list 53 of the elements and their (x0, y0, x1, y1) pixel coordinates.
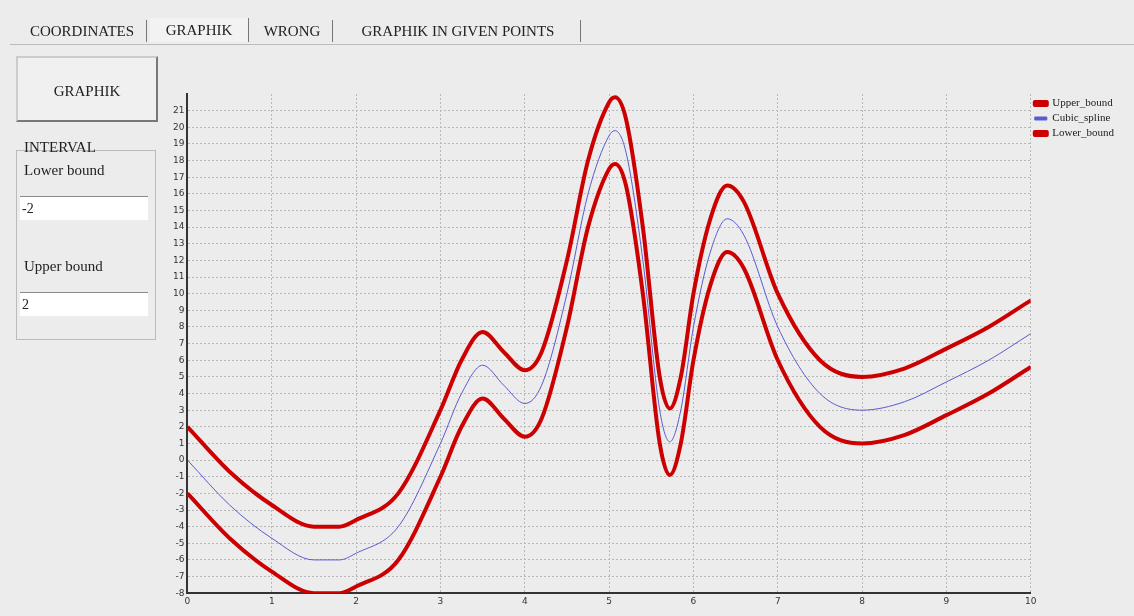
x-tick-label: 4 (521, 595, 528, 606)
legend-label: Cubic_spline (1052, 111, 1111, 124)
x-tick-label: 1 (268, 595, 275, 606)
y-tick-label: 5 (178, 371, 185, 382)
y-tick-label: 0 (178, 454, 185, 465)
y-tick-label: 20 (173, 121, 185, 132)
legend-label: Upper_bound (1052, 96, 1114, 109)
text: WRONG (263, 23, 321, 39)
y-tick-label: 17 (173, 171, 185, 182)
y-tick-label: 13 (173, 238, 185, 249)
y-tick-label: 4 (178, 387, 185, 398)
y-tick-label: 19 (173, 138, 185, 149)
y-tick-label: 11 (173, 271, 185, 282)
y-tick-label: 8 (178, 321, 185, 332)
y-tick-label: 9 (178, 304, 185, 315)
y-tick-label: 1 (178, 437, 185, 448)
y-tick-label: -2 (175, 487, 185, 498)
y-tick-label: 15 (173, 204, 185, 215)
button: GRAPHIK (16, 56, 158, 122)
y-tick-label: -5 (175, 537, 185, 548)
x-tick-label: 5 (606, 595, 612, 606)
text: Upper bound (24, 258, 103, 274)
x-tick-label: 8 (859, 595, 866, 606)
x-tick-label: 9 (943, 595, 950, 606)
y-tick-label: 7 (178, 337, 185, 348)
text: Lower bound (24, 162, 105, 178)
text-field: 2 (20, 292, 148, 316)
y-tick-label: 12 (173, 254, 185, 265)
legend-label: Lower_bound (1052, 126, 1115, 139)
text: INTERVAL (24, 139, 96, 155)
y-tick-label: -3 (175, 504, 185, 515)
y-tick-label: 21 (173, 104, 185, 115)
text: COORDINATES (29, 23, 135, 39)
y-tick-label: -6 (175, 554, 185, 565)
y-tick-label: 18 (173, 154, 185, 165)
text: GRAPHIK (165, 22, 233, 38)
y-tick-label: 6 (178, 354, 185, 365)
y-tick-label: -7 (175, 570, 185, 581)
text-field: -2 (20, 196, 148, 220)
text: GRAPHIK IN GIVEN POINTS (361, 23, 555, 39)
x-tick-label: 10 (1025, 595, 1037, 606)
y-tick-label: -4 (175, 520, 185, 531)
x-tick-label: 7 (774, 595, 781, 606)
x-tick-label: 3 (437, 595, 444, 606)
y-tick-label: 16 (173, 188, 185, 199)
y-tick-label: -1 (175, 471, 185, 482)
y-tick-label: 2 (178, 421, 185, 432)
y-tick-label: -8 (175, 587, 185, 598)
x-tick-label: 6 (690, 595, 697, 606)
y-tick-label: 10 (173, 288, 185, 299)
x-tick-label: 2 (353, 595, 359, 606)
y-tick-label: 14 (173, 221, 185, 232)
y-tick-label: 3 (178, 404, 185, 415)
